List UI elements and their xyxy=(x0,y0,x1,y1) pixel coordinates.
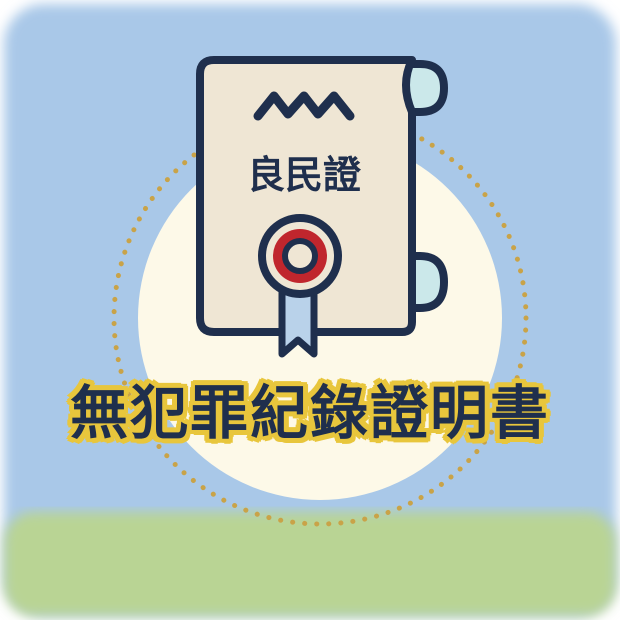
certificate-label: 良民證 xyxy=(247,153,362,197)
ground-strip xyxy=(4,512,616,616)
page-title: 無犯罪紀錄證明書 xyxy=(0,378,620,448)
certificate-scroll: 良民證 xyxy=(200,60,444,354)
seal-icon xyxy=(262,218,338,294)
